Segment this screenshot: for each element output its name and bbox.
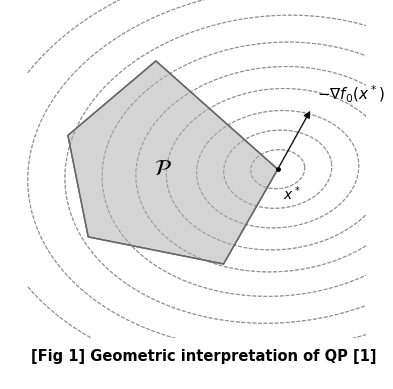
Text: $\mathcal{P}$: $\mathcal{P}$ (154, 159, 172, 179)
Polygon shape (68, 61, 278, 264)
Text: $-\nabla f_0(x^*)$: $-\nabla f_0(x^*)$ (317, 84, 384, 105)
Text: [Fig 1] Geometric interpretation of QP [1]: [Fig 1] Geometric interpretation of QP [… (31, 349, 377, 364)
Text: $x^*$: $x^*$ (283, 184, 300, 203)
